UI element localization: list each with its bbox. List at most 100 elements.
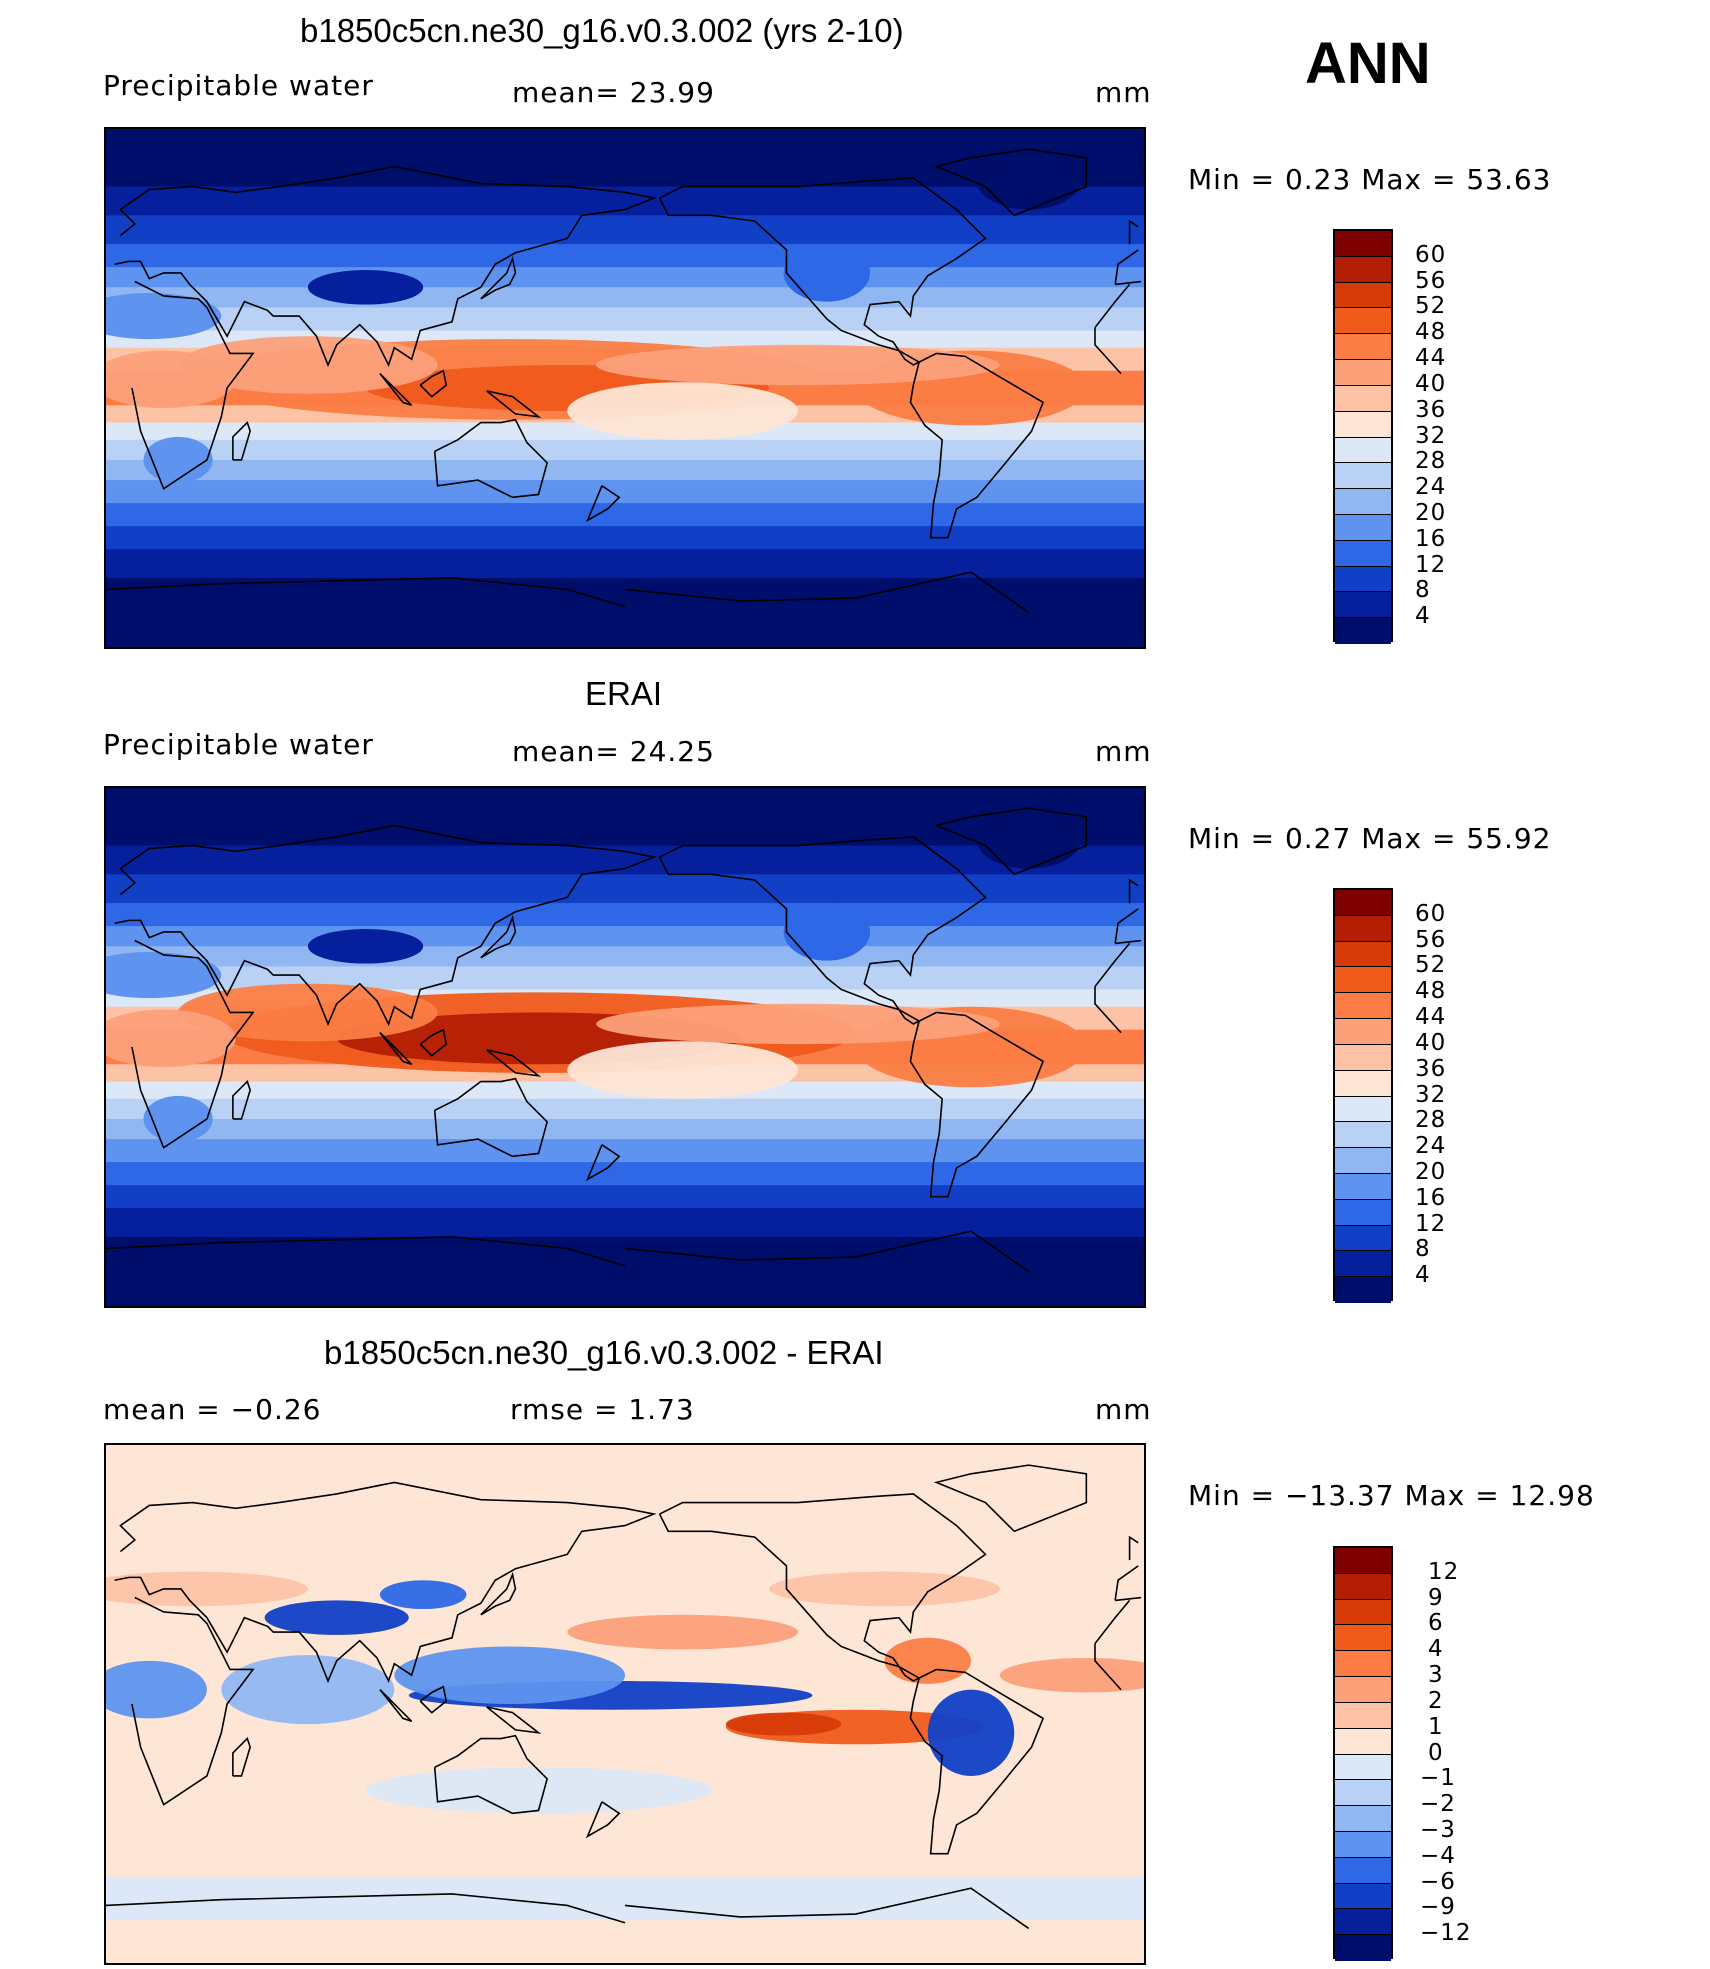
field-blob [106, 1660, 207, 1719]
colorbar-segment [1335, 360, 1391, 386]
panel-1-minmax: Min = 0.23 Max = 53.63 [1188, 163, 1552, 196]
field-band [106, 577, 1144, 647]
colorbar-segment [1335, 592, 1391, 619]
coastline [379, 373, 413, 407]
colorbar-tick-label: 12 [1415, 1210, 1447, 1237]
field-blob [976, 152, 1081, 210]
coastline [624, 1887, 1030, 1930]
field-blob [143, 436, 213, 483]
colorbar-segment [1335, 411, 1391, 438]
colorbar-tick-label: 36 [1415, 396, 1447, 423]
field-band [106, 215, 1144, 246]
colorbar-segment [1335, 1096, 1391, 1123]
coastline [909, 1668, 1045, 1855]
colorbar-segment [1335, 463, 1391, 490]
panel-2-units: mm [1095, 735, 1152, 768]
colorbar-segment [1335, 540, 1391, 567]
field-blob [567, 1614, 798, 1650]
coastline [486, 1706, 542, 1734]
field-blob [264, 1600, 409, 1635]
colorbar-segment [1335, 1148, 1391, 1174]
panel-1-units: mm [1095, 76, 1152, 109]
field-band [106, 287, 1144, 309]
field-band [106, 439, 1144, 461]
colorbar-segment [1335, 1909, 1391, 1936]
field-blob [567, 382, 798, 440]
field-blob [379, 1580, 467, 1610]
colorbar-tick-label: 28 [1415, 448, 1447, 475]
colorbar-tick-label: 8 [1415, 577, 1431, 604]
colorbar-segment [1335, 308, 1391, 335]
colorbar-tick-label: 2 [1428, 1687, 1444, 1714]
colorbar-tick-label: −2 [1420, 1791, 1456, 1818]
field-band [106, 307, 1144, 332]
coastline [232, 421, 252, 461]
colorbar-tick-label: 12 [1415, 551, 1447, 578]
coastline [1094, 327, 1122, 375]
colorbar-tick-label: 44 [1415, 1004, 1447, 1031]
panel-2-minmax: Min = 0.27 Max = 55.92 [1188, 822, 1552, 855]
panel-1-colorbar [1333, 229, 1393, 644]
coastline [585, 1144, 621, 1182]
colorbar-segment [1335, 1625, 1391, 1652]
coastline [1094, 1599, 1131, 1645]
colorbar-tick-label: 32 [1415, 422, 1447, 449]
coastline [933, 1464, 1088, 1533]
colorbar-segment [1335, 915, 1391, 942]
colorbar-tick-label: 4 [1415, 1262, 1431, 1289]
colorbar-tick-label: 16 [1415, 525, 1447, 552]
colorbar-tick-label: 52 [1415, 293, 1447, 320]
panel-2-colorbar [1333, 888, 1393, 1303]
colorbar-segment [1335, 1728, 1391, 1755]
colorbar-tick-label: −9 [1420, 1894, 1456, 1921]
coastline [1094, 986, 1122, 1034]
colorbar-tick-label: 16 [1415, 1184, 1447, 1211]
colorbar-tick-label: 0 [1428, 1739, 1444, 1766]
colorbar-segment [1335, 1806, 1391, 1832]
field-blob [884, 1637, 971, 1684]
field-blob [307, 929, 424, 964]
field-band [106, 946, 1144, 968]
colorbar-segment [1335, 1935, 1391, 1961]
colorbar-segment [1335, 1883, 1391, 1910]
colorbar-segment [1335, 1199, 1391, 1226]
coastline [1114, 1565, 1139, 1601]
colorbar-tick-label: 4 [1415, 603, 1431, 630]
field-blob [221, 1655, 395, 1725]
field-blob [106, 1571, 308, 1607]
field-blob [783, 244, 871, 302]
field-blob [106, 350, 236, 409]
colorbar-segment [1335, 1573, 1391, 1600]
field-band [106, 1118, 1144, 1141]
panel-1-map [104, 127, 1146, 649]
colorbar-tick-label: 48 [1415, 319, 1447, 346]
panel-1-mean-label: mean= 23.99 [512, 76, 715, 109]
colorbar-tick-label: 24 [1415, 474, 1447, 501]
field-blob [783, 903, 871, 961]
coastline [379, 1689, 413, 1723]
coastline [486, 1049, 542, 1077]
field-band [106, 903, 1144, 928]
coastline [1115, 280, 1142, 286]
colorbar-tick-label: 24 [1415, 1133, 1447, 1160]
panel-2-map [104, 786, 1146, 1308]
coastline [658, 177, 987, 366]
colorbar-tick-label: 60 [1415, 900, 1447, 927]
colorbar-segment [1335, 1831, 1391, 1858]
panel-3-units: mm [1095, 1393, 1152, 1426]
coastline [1128, 219, 1139, 245]
coastline [433, 418, 549, 499]
coastline [419, 369, 448, 398]
field-band [106, 926, 1144, 948]
field-blob [596, 1003, 1000, 1045]
coastline [480, 1571, 517, 1616]
coastline [480, 914, 517, 959]
colorbar-tick-label: 1 [1428, 1713, 1444, 1740]
coastline [131, 1596, 255, 1806]
field-band [106, 1208, 1144, 1238]
field-blob [999, 1657, 1144, 1693]
coastline [480, 255, 517, 300]
colorbar-tick-label: 20 [1415, 499, 1447, 526]
field-band [106, 267, 1144, 289]
field-blob [769, 1571, 1000, 1607]
